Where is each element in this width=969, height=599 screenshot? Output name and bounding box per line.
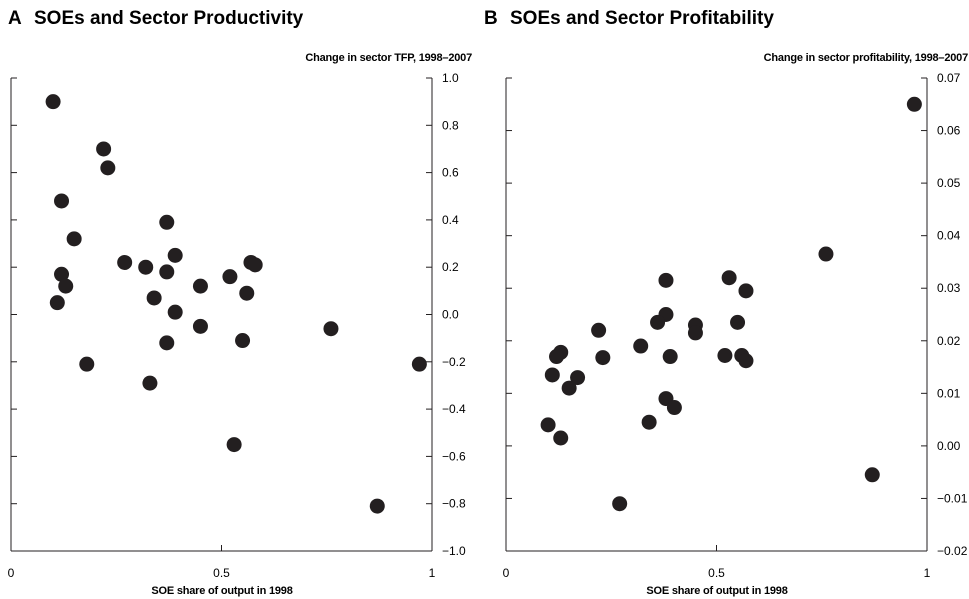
panel-b-data-point [650, 314, 666, 330]
panel-a-data-point [226, 437, 242, 453]
panel-a-data-point [323, 321, 339, 337]
panel-b-data-point [591, 322, 607, 338]
panel-b-data-point [658, 272, 674, 288]
panel-a-y-tick-label: −1.0 [442, 544, 466, 558]
panel-a-data-point [222, 269, 238, 285]
panel-a-data-point [192, 278, 208, 294]
panel-a-data-point [146, 290, 162, 306]
panel-b-data-point [906, 96, 922, 112]
panel-a-data-point [54, 193, 70, 209]
panel-a-y-tick-label: 0.6 [442, 166, 459, 180]
panel-b-data-point [666, 400, 682, 416]
panel-a-data-point [167, 304, 183, 320]
panel-b-y-tick-label: 0.07 [937, 71, 961, 85]
panel-b-y-tick-label: 0.06 [937, 124, 961, 138]
panel-b-data-point [738, 353, 754, 369]
panel-b-ticks: 0.07 0.06 0.05 0.04 0.03 0.02 0.01 0.00 −0.01 −0.… [503, 71, 968, 580]
panel-a-y-tick-label: 0.4 [442, 213, 459, 227]
panel-a-data-point [239, 285, 255, 301]
panel-b-y-tick-label: −0.02 [937, 544, 968, 558]
panel-b-data-point [633, 338, 649, 354]
panel-a-data-point [54, 266, 70, 282]
panel-a-productivity: A SOEs and Sector Productivity Change in… [8, 8, 473, 597]
panel-a-data-point [192, 318, 208, 334]
panel-a-data-point [100, 160, 116, 176]
panel-b-data-point [721, 270, 737, 286]
panel-a-data-point [159, 264, 175, 280]
panel-a-y-tick-label: 0.2 [442, 260, 459, 274]
panel-b-y-tick-label: 0.03 [937, 281, 961, 295]
panel-b-y-tick-label: 0.05 [937, 176, 961, 190]
panel-a-x-tick-label: 0.5 [213, 566, 230, 580]
panel-b-data-point [818, 246, 834, 262]
panel-b-y-tick-label: 0.04 [937, 229, 961, 243]
panel-a-y-tick-label: −0.6 [442, 449, 466, 463]
panel-b-letter: B [484, 8, 498, 29]
panel-a-points [45, 94, 427, 514]
panel-a-data-point [45, 94, 61, 110]
panel-b-data-point [641, 414, 657, 430]
panel-a-letter: A [8, 8, 22, 29]
panel-b-data-point [561, 380, 577, 396]
panel-b-points [540, 96, 922, 512]
panel-b-x-tick-label: 0.5 [708, 566, 725, 580]
panel-b-x-tick-label: 1 [924, 566, 931, 580]
panel-b-data-point [595, 350, 611, 366]
panel-a-data-point [235, 333, 251, 349]
panel-a-data-point [49, 295, 65, 311]
panel-a-x-axis-title: SOE share of output in 1998 [151, 585, 292, 597]
panel-b-data-point [553, 430, 569, 446]
panel-b-data-point [544, 367, 560, 383]
panel-b-data-point [549, 349, 565, 365]
panel-b-data-point [687, 325, 703, 341]
panel-a-data-point [159, 214, 175, 230]
panel-b-y-tick-label: 0.00 [937, 439, 961, 453]
panel-b-data-point [612, 496, 628, 512]
panel-a-data-point [66, 231, 82, 247]
panel-a-data-point [167, 247, 183, 263]
panel-a-data-point [369, 498, 385, 514]
panel-b-y-axis-title: Change in sector profitability, 1998–200… [764, 52, 968, 64]
panel-a-data-point [138, 259, 154, 275]
panel-a-y-tick-label: 1.0 [442, 71, 459, 85]
panel-b-y-tick-label: −0.01 [937, 491, 968, 505]
panel-a-y-tick-label: 0.8 [442, 118, 459, 132]
panel-a-data-point [117, 254, 133, 270]
panel-b-y-tick-label: 0.02 [937, 334, 961, 348]
panel-a-y-axis-title: Change in sector TFP, 1998–2007 [305, 52, 472, 64]
panel-a-axes [10, 78, 433, 552]
panel-a-data-point [159, 335, 175, 351]
panel-b-data-point [570, 370, 586, 386]
panel-a-y-tick-label: −0.4 [442, 402, 466, 416]
panel-b-data-point [540, 417, 556, 433]
panel-b-data-point [717, 347, 733, 363]
panel-a-title: SOEs and Sector Productivity [34, 8, 304, 29]
panel-b-data-point [730, 314, 746, 330]
panel-a-y-tick-label: 0.0 [442, 308, 459, 322]
panel-a-data-point [411, 356, 427, 372]
panel-a-data-point [247, 257, 263, 273]
panel-b-y-tick-label: 0.01 [937, 386, 961, 400]
panel-b-data-point [864, 467, 880, 483]
panel-a-ticks: 1.0 0.8 0.6 0.4 0.2 0.0 −0.2 −0.4 −0.6 −0.8 −1.0 0 0… [8, 71, 466, 580]
panel-a-data-point [142, 375, 158, 391]
panel-a-x-tick-label: 0 [8, 566, 15, 580]
panel-b-profitability: B SOEs and Sector Profitability Change i… [484, 8, 968, 597]
panel-a-data-point [58, 278, 74, 294]
panel-b-data-point [738, 283, 754, 299]
panel-a-y-tick-label: −0.2 [442, 355, 466, 369]
panel-b-x-axis-title: SOE share of output in 1998 [646, 585, 787, 597]
panel-b-x-tick-label: 0 [503, 566, 510, 580]
panel-b-title: SOEs and Sector Profitability [510, 8, 774, 29]
panel-a-x-tick-label: 1 [429, 566, 436, 580]
panel-a-data-point [96, 141, 112, 157]
panel-a-data-point [79, 356, 95, 372]
panel-b-data-point [662, 349, 678, 365]
panel-b-axes [505, 78, 928, 552]
panel-a-y-tick-label: −0.8 [442, 497, 466, 511]
